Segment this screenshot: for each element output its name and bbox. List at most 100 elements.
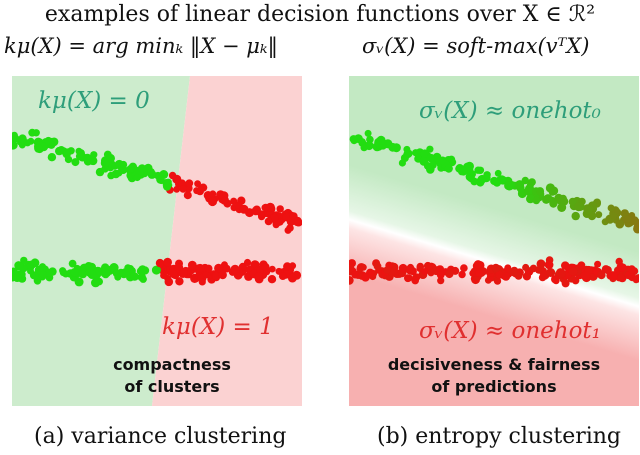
data-point: [522, 263, 530, 272]
heading-entropy-formula: σᵥ(X) = soft-max(vᵀX): [362, 34, 590, 58]
data-point: [185, 179, 194, 188]
label-k-equals-1: kμ(X) = 1: [162, 314, 274, 340]
data-point: [243, 258, 252, 267]
data-point: [91, 278, 101, 288]
data-point: [207, 196, 218, 207]
data-point: [179, 185, 187, 193]
data-point: [195, 263, 205, 273]
data-point: [594, 260, 602, 268]
data-point: [179, 267, 188, 277]
data-point: [106, 153, 115, 163]
data-point: [288, 273, 297, 283]
data-point: [536, 259, 546, 269]
data-point: [133, 173, 141, 182]
data-point: [435, 265, 445, 274]
data-point: [623, 215, 632, 223]
data-point: [202, 270, 211, 279]
data-point: [495, 270, 504, 279]
data-point: [151, 265, 161, 275]
entropy-plot: [349, 76, 639, 406]
data-point: [360, 144, 368, 152]
data-point: [474, 166, 482, 174]
data-point: [444, 164, 453, 173]
data-point: [571, 211, 580, 221]
data-point: [267, 275, 277, 284]
data-point: [12, 140, 18, 150]
data-point: [71, 158, 80, 167]
data-point: [90, 151, 98, 159]
data-point: [254, 272, 263, 281]
data-point: [568, 197, 577, 206]
data-point: [27, 267, 34, 275]
data-point: [420, 149, 430, 158]
panel-variance-clustering: kμ(X) = 0 kμ(X) = 1 compactness of clust…: [12, 76, 302, 406]
data-points-a: [12, 128, 302, 288]
data-point: [218, 270, 227, 280]
data-point: [608, 271, 618, 281]
note-decisiveness: decisiveness & fairness of predictions: [349, 354, 639, 398]
data-point: [426, 165, 435, 174]
data-point: [175, 263, 183, 271]
data-point: [198, 278, 206, 286]
data-point: [45, 268, 53, 277]
data-point: [470, 177, 479, 186]
data-point: [595, 211, 603, 219]
data-point: [376, 135, 386, 145]
data-point: [618, 263, 627, 272]
data-point: [261, 203, 270, 212]
data-point: [439, 157, 446, 165]
data-point: [373, 262, 382, 271]
data-point: [130, 272, 139, 281]
data-point: [543, 194, 553, 203]
data-point: [28, 128, 37, 137]
data-point: [632, 276, 639, 284]
data-point: [349, 264, 355, 273]
data-point: [482, 173, 491, 183]
data-point: [558, 269, 567, 278]
caption-entropy: (b) entropy clustering: [377, 424, 622, 449]
data-point: [163, 182, 172, 191]
data-point: [230, 264, 240, 274]
note-compactness-line2: of clusters: [124, 377, 220, 396]
data-point: [535, 266, 543, 274]
label-onehot-1: σᵥ(X) ≈ onehot₁: [419, 318, 601, 344]
data-point: [504, 264, 512, 272]
panel-entropy-clustering: σᵥ(X) ≈ onehot₀ σᵥ(X) ≈ onehot₁ decisive…: [349, 76, 639, 406]
data-point: [101, 165, 109, 173]
data-point: [416, 262, 425, 271]
data-point: [118, 165, 128, 174]
data-point: [68, 259, 77, 268]
data-point: [388, 142, 398, 152]
data-point: [39, 271, 47, 279]
data-point: [574, 202, 584, 212]
data-point: [398, 159, 406, 167]
data-point: [629, 216, 638, 225]
data-point: [497, 175, 507, 184]
data-point: [516, 183, 525, 193]
data-point: [403, 145, 411, 153]
data-point: [349, 135, 358, 144]
data-point: [268, 265, 276, 273]
note-compactness-line1: compactness: [113, 355, 231, 374]
data-point: [583, 205, 593, 215]
note-decisiveness-line2: of predictions: [431, 377, 557, 396]
data-point: [187, 260, 197, 270]
data-point: [351, 270, 360, 279]
data-point: [44, 136, 53, 145]
data-point: [445, 269, 454, 279]
data-point: [536, 188, 544, 196]
data-point: [549, 199, 558, 208]
data-point: [509, 267, 518, 277]
data-point: [15, 262, 24, 271]
data-point: [557, 203, 567, 212]
data-point: [475, 269, 483, 277]
data-point: [85, 262, 95, 272]
data-point: [356, 265, 364, 273]
data-point: [214, 263, 223, 273]
data-point: [615, 219, 625, 229]
data-point: [349, 276, 354, 285]
data-point: [75, 152, 84, 161]
data-point: [571, 276, 580, 285]
label-onehot-0: σᵥ(X) ≈ onehot₀: [419, 98, 601, 124]
data-point: [12, 273, 22, 282]
